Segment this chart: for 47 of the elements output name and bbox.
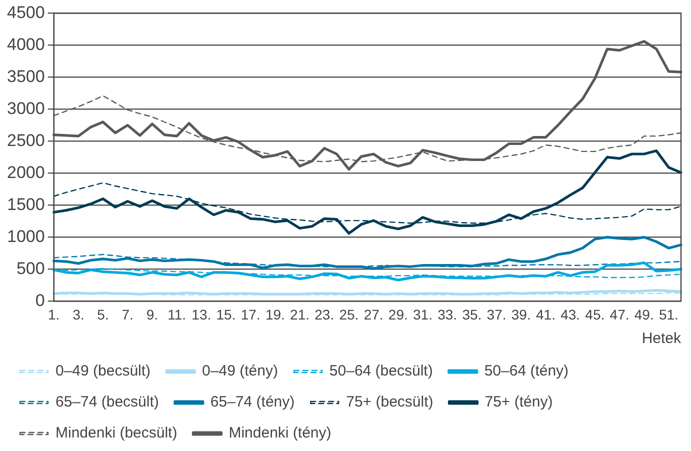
- x-tick-label: 11.: [168, 306, 186, 322]
- x-tick-label: 29.: [388, 306, 408, 322]
- legend-label: 50–64 (becsült): [329, 362, 433, 380]
- x-tick-label: 25.: [339, 306, 359, 322]
- x-tick-label: 3.: [72, 306, 84, 322]
- x-tick-label: 1.: [48, 306, 60, 322]
- x-tick-label: 35.: [462, 306, 482, 322]
- y-tick-label: 3000: [6, 98, 45, 118]
- x-tick-label: 15.: [216, 306, 236, 322]
- y-tick-label: 4500: [6, 2, 45, 22]
- y-tick-label: 1000: [6, 226, 45, 246]
- y-tick-label: 0: [35, 290, 45, 310]
- x-tick-label: 51.: [658, 306, 678, 322]
- x-tick-label: 9.: [146, 306, 158, 322]
- x-tick-label: 33.: [438, 306, 458, 322]
- legend-label: Mindenki (tény): [228, 424, 332, 442]
- x-tick-label: 47.: [610, 306, 630, 322]
- x-tick-label: 49.: [634, 306, 654, 322]
- x-tick-label: 43.: [560, 306, 580, 322]
- x-axis-title: Hetek: [642, 330, 682, 348]
- x-tick-label: 45.: [585, 306, 605, 322]
- legend-label: 0–49 (tény): [202, 362, 278, 380]
- x-tick-label: 31.: [413, 306, 432, 322]
- x-tick-label: 13.: [192, 306, 212, 322]
- legend-label: 75+ (becsült): [346, 394, 434, 411]
- x-tick-label: 23.: [314, 306, 334, 322]
- y-tick-label: 500: [16, 258, 45, 278]
- legend-label: 65–74 (becsült): [56, 394, 159, 411]
- legend-label: Mindenki (becsült): [56, 424, 178, 442]
- legend-label: 0–49 (becsült): [56, 362, 151, 380]
- x-tick-label: 41.: [536, 306, 556, 322]
- x-tick-label: 39.: [511, 306, 531, 322]
- y-tick-label: 3500: [6, 66, 45, 86]
- legend-label: 75+ (tény): [484, 394, 553, 411]
- x-tick-label: 17.: [240, 306, 260, 322]
- y-tick-label: 2000: [6, 162, 45, 182]
- x-tick-label: 37.: [486, 306, 506, 322]
- x-tick-label: 21.: [290, 306, 310, 322]
- x-tick-label: 19.: [265, 306, 285, 322]
- x-tick-label: 27.: [364, 306, 384, 322]
- x-tick-label: 5.: [97, 306, 109, 322]
- x-tick-label: 7.: [122, 306, 134, 322]
- y-tick-label: 4000: [6, 34, 45, 54]
- legend-label: 50–64 (tény): [484, 362, 569, 380]
- y-tick-label: 1500: [6, 194, 45, 214]
- y-tick-label: 2500: [6, 130, 45, 150]
- legend-label: 65–74 (tény): [210, 394, 295, 411]
